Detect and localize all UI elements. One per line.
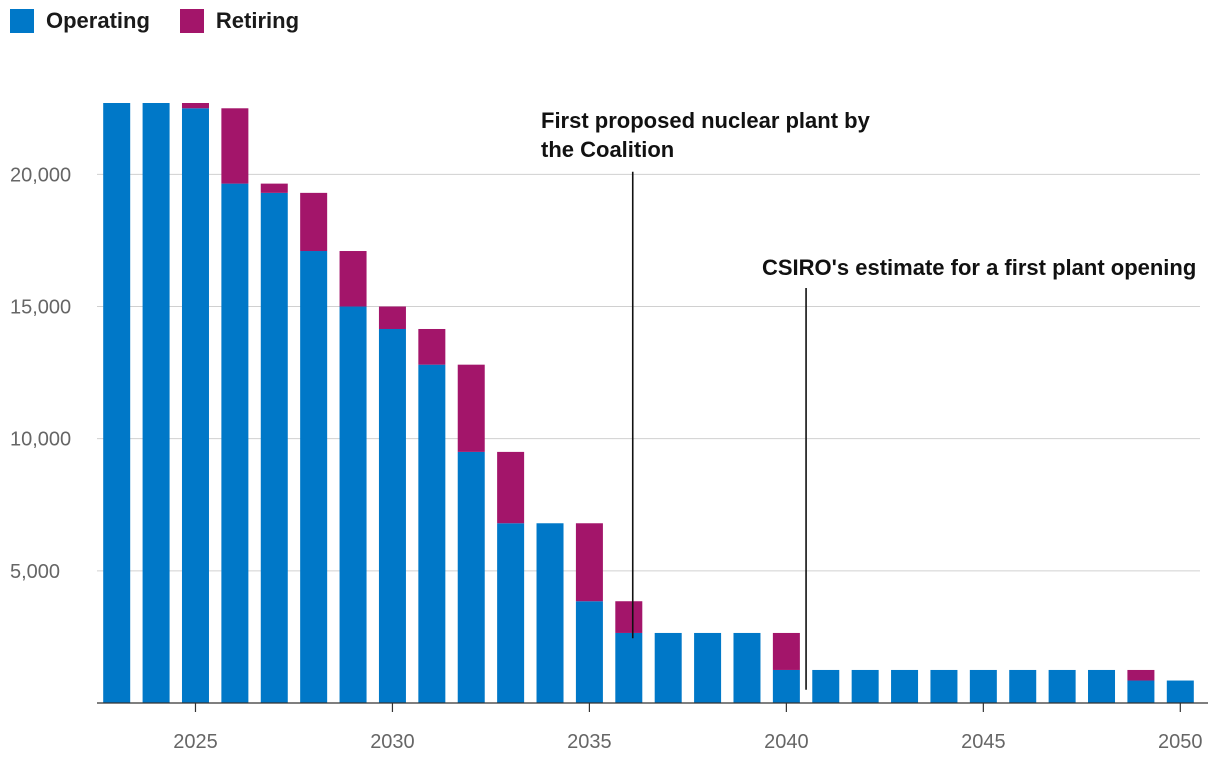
bar-operating-2039 <box>733 632 761 703</box>
bar-retiring-2035 <box>575 523 603 602</box>
bar-operating-2036 <box>615 632 643 703</box>
y-tick-label: 15,000 <box>10 297 71 319</box>
bar-retiring-2031 <box>418 328 446 365</box>
bar-operating-2042 <box>851 669 879 703</box>
legend-swatch-retiring <box>179 9 204 33</box>
bar-operating-2050 <box>1166 680 1194 703</box>
bar-operating-2037 <box>654 632 682 703</box>
bar-operating-2040 <box>772 669 800 703</box>
bar-retiring-2032 <box>457 364 485 452</box>
x-tick-label: 2040 <box>764 731 809 753</box>
bar-operating-2025 <box>181 108 209 703</box>
bar-retiring-2049 <box>1127 669 1155 681</box>
bar-operating-2035 <box>575 601 603 703</box>
bar-retiring-2029 <box>339 251 367 307</box>
bar-retiring-2033 <box>497 451 525 524</box>
bar-retiring-2036 <box>615 601 643 633</box>
x-tick-label: 2035 <box>567 731 612 753</box>
annotations: First proposed nuclear plant by the Coali… <box>541 108 1196 690</box>
x-tick-label: 2050 <box>1158 731 1203 753</box>
bar-operating-2047 <box>1048 669 1076 703</box>
bar-operating-2028 <box>300 251 328 703</box>
legend-item-operating: Operating <box>10 8 150 34</box>
x-tick-label: 2045 <box>961 731 1006 753</box>
bar-retiring-2030 <box>378 306 406 329</box>
bar-operating-2027 <box>260 192 288 703</box>
annotation-text: the Coalition <box>541 137 674 162</box>
x-tick-label: 2030 <box>370 731 415 753</box>
annotation-text: CSIRO's estimate for a first plant openi… <box>762 255 1196 280</box>
bar-operating-2048 <box>1088 669 1116 703</box>
legend-swatch-operating <box>10 9 34 33</box>
annotation-text: First proposed nuclear plant by <box>541 108 871 133</box>
bar-retiring-2025 <box>181 103 209 109</box>
bar-operating-2045 <box>969 669 997 703</box>
axes: 5,000 10,000 15,000 20,000 2025 2030 2035 2040 2… <box>10 164 1208 753</box>
bar-operating-2033 <box>497 523 525 703</box>
bars <box>103 103 1194 703</box>
y-tick-label: 5,000 <box>10 561 60 583</box>
bar-operating-2029 <box>339 306 367 703</box>
y-tick-label: 10,000 <box>10 429 71 451</box>
bar-operating-2038 <box>694 632 722 703</box>
bar-operating-2049 <box>1127 680 1155 703</box>
bar-operating-2032 <box>457 451 485 703</box>
bar-operating-2043 <box>891 669 919 703</box>
bar-operating-2044 <box>930 669 958 703</box>
bar-retiring-2028 <box>300 192 328 252</box>
bar-operating-2024 <box>142 103 170 703</box>
legend-item-retiring: Retiring <box>179 8 300 34</box>
bar-operating-2031 <box>418 364 446 703</box>
legend: Operating Retiring <box>10 8 299 34</box>
bar-retiring-2040 <box>772 632 800 670</box>
y-tick-label: 20,000 <box>10 164 71 186</box>
bar-operating-2026 <box>221 183 249 703</box>
x-tick-label: 2025 <box>173 731 218 753</box>
bar-operating-2034 <box>536 523 564 703</box>
bar-operating-2030 <box>378 328 406 703</box>
bar-retiring-2027 <box>260 183 288 193</box>
legend-label-operating: Operating <box>46 8 150 33</box>
bar-retiring-2026 <box>221 108 249 184</box>
bar-operating-2046 <box>1009 669 1037 703</box>
legend-label-retiring: Retiring <box>215 8 300 33</box>
bar-operating-2023 <box>103 103 131 703</box>
bar-operating-2041 <box>812 669 840 703</box>
